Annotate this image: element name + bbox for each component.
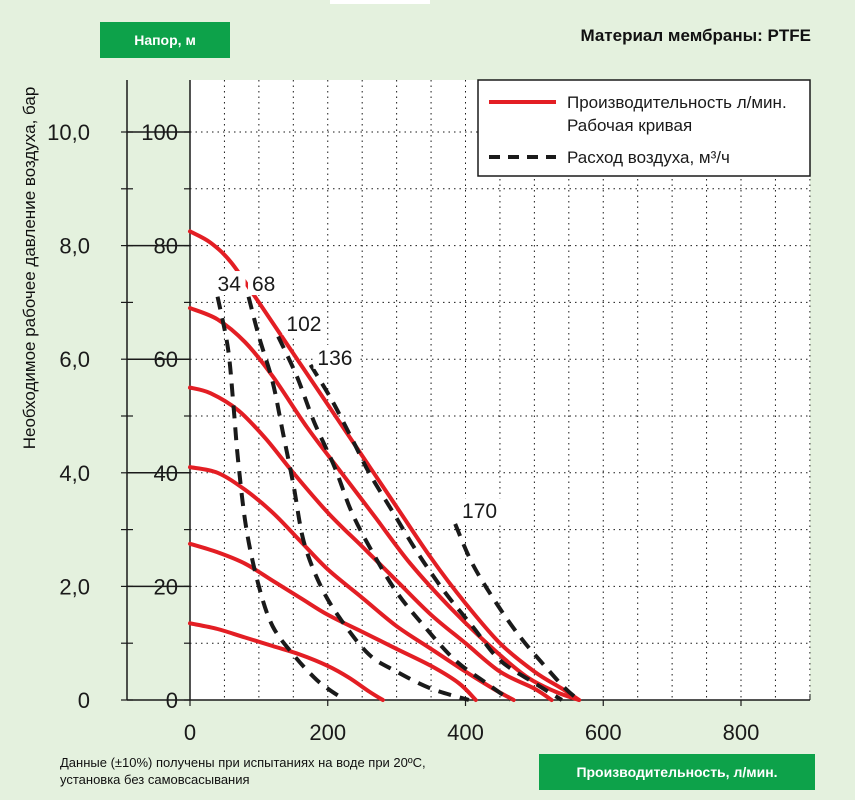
head-tick-label: 20	[154, 574, 178, 599]
head-unit-label: Напор, м	[100, 22, 230, 58]
air-consumption-curve	[215, 296, 347, 702]
performance-curve	[188, 465, 516, 702]
note-line-2: установка без самовсасывания	[60, 772, 250, 787]
plot-background	[190, 80, 810, 700]
legend-label-performance-line2: Рабочая кривая	[567, 116, 692, 135]
air-consumption-curve	[276, 335, 512, 702]
legend-label-performance: Производительность л/мин.	[567, 93, 787, 112]
air-curve-label-bg	[313, 344, 358, 369]
x-tick-label: 200	[309, 720, 346, 745]
x-tick-label: 600	[585, 720, 622, 745]
performance-curve	[188, 621, 385, 702]
air-curve-label-bg	[458, 498, 503, 523]
pressure-tick-label: 8,0	[59, 234, 90, 259]
legend-label-air: Расход воздуха, м³/ч	[567, 148, 730, 167]
head-tick-label: 0	[166, 688, 178, 713]
air-consumption-curve	[453, 523, 581, 702]
top-strip	[330, 0, 430, 4]
performance-curve	[188, 229, 582, 702]
performance-curve	[188, 541, 478, 702]
legend-box	[477, 79, 811, 177]
head-tick-label: 40	[154, 461, 178, 486]
air-curve-label: 34	[218, 273, 242, 296]
air-consumption-curve	[246, 296, 470, 702]
air-curve-label-bg	[213, 271, 246, 296]
pressure-tick-label: 2,0	[59, 574, 90, 599]
membrane-material-title: Материал мембраны: PTFE	[580, 26, 811, 45]
performance-curve	[188, 385, 554, 702]
x-tick-label: 800	[723, 720, 760, 745]
air-curve-label: 68	[252, 273, 275, 296]
flow-unit-label: Производительность, л/мин.	[539, 754, 815, 790]
test-conditions-note: Данные (±10%) получены при испытаниях на…	[60, 754, 480, 788]
x-tick-label: 400	[447, 720, 484, 745]
pressure-tick-label: 10,0	[47, 120, 90, 145]
pressure-tick-label: 6,0	[59, 347, 90, 372]
air-consumption-curve	[308, 363, 563, 702]
air-curve-label-bg	[282, 310, 327, 335]
pressure-tick-label: 0	[78, 688, 90, 713]
head-tick-label: 60	[154, 347, 178, 372]
x-tick-label: 0	[184, 720, 196, 745]
air-curve-label: 136	[317, 347, 352, 370]
head-tick-label: 80	[154, 234, 178, 259]
air-curve-label: 170	[462, 500, 497, 523]
air-curve-label: 102	[286, 313, 321, 336]
note-line-1: Данные (±10%) получены при испытаниях на…	[60, 755, 426, 770]
head-tick-label: 100	[141, 120, 178, 145]
air-curve-label-bg	[247, 271, 280, 296]
pressure-tick-label: 4,0	[59, 461, 90, 486]
